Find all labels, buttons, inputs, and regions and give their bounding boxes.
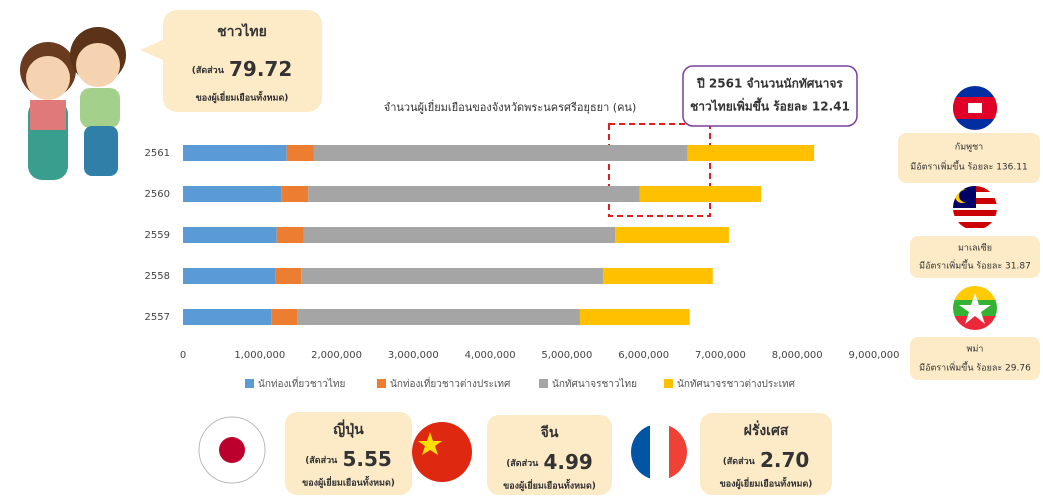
share-prefix: (สัดส่วน [305,455,338,466]
flag-france [630,424,689,480]
y-tick-label: 2557 [145,312,170,323]
growth-box [910,236,1040,278]
bar-segment [297,309,580,325]
growth-country: กัมพูชา [955,143,983,153]
legend-swatch [664,379,673,388]
y-tick-label: 2560 [145,189,170,200]
highlight-box [609,124,710,216]
legend-swatch [539,379,548,388]
bar-segment [281,186,308,202]
note-box [683,66,857,126]
bar-segment [314,145,688,161]
flag-myanmar [950,284,1000,332]
legend-swatch [377,379,386,388]
share-country: จีน [540,425,559,441]
flag-china [412,422,472,482]
x-tick-label: 1,000,000 [234,350,285,361]
share-prefix: (สัดส่วน [723,456,756,467]
share-value: 4.99 [543,450,592,474]
x-tick-label: 2,000,000 [311,350,362,361]
y-tick-label: 2558 [145,271,170,282]
note-line: ชาวไทยเพิ่มขึ้น ร้อยละ 12.41 [690,97,850,114]
share-value: 79.72 [229,57,292,81]
bar-segment [287,145,314,161]
share-country: ญี่ปุ่น [333,419,364,438]
x-tick-label: 5,000,000 [541,350,592,361]
callout-title: ชาวไทย [217,22,267,40]
bar-segment [615,227,729,243]
characters [20,27,126,180]
x-tick-label: 4,000,000 [465,350,516,361]
flag-cambodia [950,84,1000,134]
callout-pointer [140,40,163,60]
legend-label: นักท่องเที่ยวชาวไทย [258,376,345,390]
bar-segment [183,186,281,202]
share-value: 2.70 [760,448,809,472]
bar-segment [603,268,713,284]
bar-segment [183,309,271,325]
legend-swatch [245,379,254,388]
growth-box [910,337,1040,380]
legend-label: นักทัศนาจรชาวต่างประเทศ [677,379,796,390]
bar-segment [687,145,814,161]
x-tick-label: 8,000,000 [772,350,823,361]
share-country: ฝรั่งเศส [744,420,789,439]
bar-segment [277,227,304,243]
legend-label: นักทัศนาจรชาวไทย [552,378,637,390]
share-prefix: (สัดส่วน [506,458,539,469]
bar-segment [301,268,603,284]
flag-japan [199,417,265,483]
x-tick-label: 0 [180,350,186,361]
x-tick-label: 3,000,000 [388,350,439,361]
chart-title: จำนวนผู้เยี่ยมเยือนของจังหวัดพระนครศรีอย… [384,99,637,114]
bar-segment [580,309,690,325]
bar-segment [308,186,640,202]
x-tick-label: 9,000,000 [849,350,900,361]
growth-country: พม่า [967,345,984,355]
bar-segment [183,145,287,161]
growth-country: มาเลเซีย [958,243,992,254]
y-tick-label: 2559 [145,230,170,241]
bar-segment [304,227,616,243]
bar-segment [275,268,301,284]
growth-box [898,133,1040,183]
share-value: 5.55 [342,447,391,471]
y-tick-label: 2561 [145,148,170,159]
share-prefix: (สัดส่วน [192,65,225,76]
x-tick-label: 7,000,000 [695,350,746,361]
legend-label: นักท่องเที่ยวชาวต่างประเทศ [390,376,511,390]
infographic: ชาวไทย (สัดส่วน 79.72 ของผู้เยี่ยมเยือนท… [0,0,1043,498]
bar-segment [183,227,277,243]
bar-segment [183,268,275,284]
x-tick-label: 6,000,000 [618,350,669,361]
flag-malaysia [950,184,1000,234]
note-line: ปี 2561 จำนวนนักทัศนาจร [697,77,844,91]
bar-segment [271,309,297,325]
bar-segment [640,186,761,202]
